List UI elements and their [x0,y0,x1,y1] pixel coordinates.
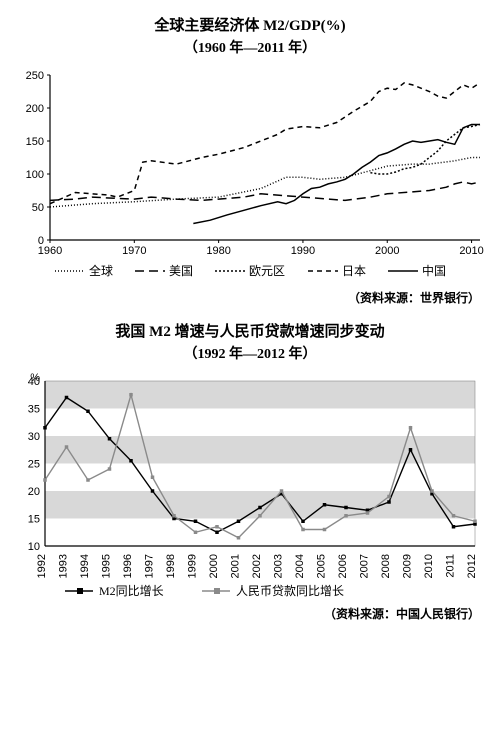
svg-text:150: 150 [26,136,44,148]
svg-text:日本: 日本 [342,264,366,278]
svg-text:250: 250 [26,70,44,82]
svg-text:2008: 2008 [380,554,392,578]
svg-text:2002: 2002 [251,554,263,578]
chart2-subtitle: （1992 年—2012 年） [10,343,490,363]
svg-text:50: 50 [32,202,44,214]
svg-text:2006: 2006 [337,554,349,578]
svg-text:1995: 1995 [101,554,113,578]
svg-text:1990: 1990 [291,245,315,257]
svg-text:2004: 2004 [294,554,306,578]
svg-text:中国: 中国 [422,263,446,278]
svg-text:10: 10 [28,541,40,553]
svg-text:25: 25 [28,459,40,471]
svg-text:35: 35 [28,404,40,416]
svg-text:2012: 2012 [466,554,478,578]
svg-text:M2同比增长: M2同比增长 [99,584,164,598]
svg-text:1996: 1996 [122,554,134,578]
svg-text:2007: 2007 [359,554,371,578]
svg-text:1994: 1994 [79,554,91,578]
svg-text:15: 15 [28,514,40,526]
svg-text:2011: 2011 [445,554,457,578]
svg-text:200: 200 [26,103,44,115]
svg-text:2000: 2000 [375,245,399,257]
svg-text:100: 100 [26,169,44,181]
svg-text:2010: 2010 [459,245,483,257]
svg-text:美国: 美国 [169,264,193,278]
svg-text:人民币贷款同比增长: 人民币贷款同比增长 [236,584,344,598]
chart1-subtitle: （1960 年—2011 年） [10,37,490,57]
chart2: 10152025303540%1992199319941995199619971… [10,371,490,601]
chart1-source: （资料来源：世界银行） [10,289,480,306]
chart1: 050100150200250196019701980199020002010全… [10,65,490,285]
svg-text:2005: 2005 [316,554,328,578]
svg-text:2000: 2000 [208,554,220,578]
svg-text:1999: 1999 [187,554,199,578]
svg-text:1960: 1960 [38,245,62,257]
svg-text:2001: 2001 [230,554,242,578]
svg-text:1997: 1997 [144,554,156,578]
svg-text:1970: 1970 [122,245,146,257]
svg-text:%: % [30,372,40,384]
svg-text:2009: 2009 [402,554,414,578]
chart2-source: （资料来源：中国人民银行） [10,605,480,622]
svg-text:1980: 1980 [206,245,230,257]
svg-text:2003: 2003 [273,554,285,578]
svg-text:20: 20 [28,486,40,498]
chart2-title: 我国 M2 增速与人民币贷款增速同步变动 [10,320,490,341]
svg-text:1992: 1992 [36,554,48,578]
svg-text:30: 30 [28,431,40,443]
svg-text:欧元区: 欧元区 [249,264,285,278]
svg-text:全球: 全球 [89,263,113,278]
svg-text:2010: 2010 [423,554,435,578]
svg-text:1993: 1993 [58,554,70,578]
svg-text:1998: 1998 [165,554,177,578]
chart1-title: 全球主要经济体 M2/GDP(%) [10,14,490,35]
